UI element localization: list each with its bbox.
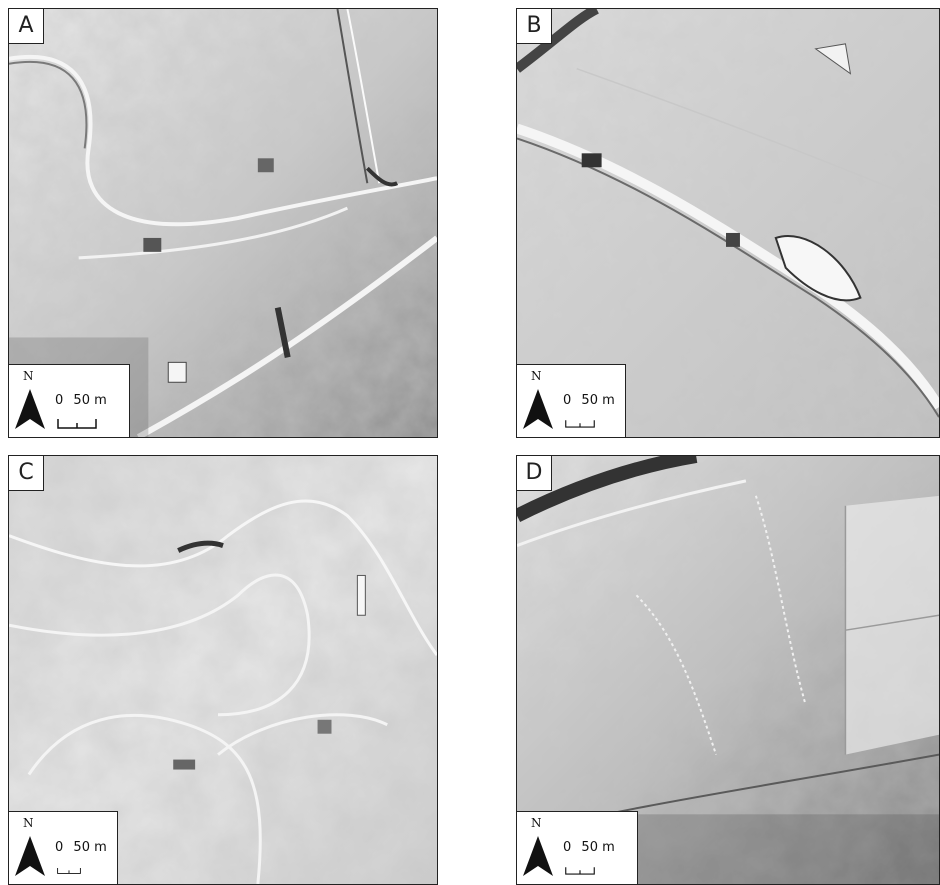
scale-end-label: 50 m <box>581 840 615 855</box>
map-panel-a: A N 0 50 m <box>8 8 438 438</box>
scale-end-label: 50 m <box>73 393 107 408</box>
map-panel-d: D N 0 50 m <box>516 455 940 885</box>
scale-end-label: 50 m <box>581 393 615 408</box>
panel-label-b: B <box>517 9 552 44</box>
scale-bar-icon <box>565 867 595 875</box>
map-panel-b: B N 0 50 m <box>516 8 940 438</box>
north-arrow-icon <box>523 389 553 429</box>
north-arrow-icon <box>15 836 45 876</box>
panel-label-d: D <box>517 456 552 491</box>
map-legend: N 0 50 m <box>517 811 638 884</box>
north-label: N <box>23 816 34 830</box>
scale-end-label: 50 m <box>73 840 107 855</box>
scale-zero-label: 0 <box>563 840 572 855</box>
scale-bar-icon <box>565 420 595 428</box>
north-label: N <box>23 369 34 383</box>
panel-label-c: C <box>9 456 44 491</box>
scale-bar-icon <box>57 868 81 874</box>
scale-bar-icon <box>57 419 97 429</box>
map-legend: N 0 50 m <box>517 364 626 437</box>
north-label: N <box>531 816 542 830</box>
north-arrow-icon <box>523 836 553 876</box>
scale-zero-label: 0 <box>55 393 64 408</box>
north-arrow-icon <box>15 389 45 429</box>
map-panel-c: C N 0 50 m <box>8 455 438 885</box>
map-legend: N 0 50 m <box>9 811 118 884</box>
scale-zero-label: 0 <box>55 840 64 855</box>
map-legend: N 0 50 m <box>9 364 130 437</box>
north-label: N <box>531 369 542 383</box>
scale-zero-label: 0 <box>563 393 572 408</box>
panel-label-a: A <box>9 9 44 44</box>
